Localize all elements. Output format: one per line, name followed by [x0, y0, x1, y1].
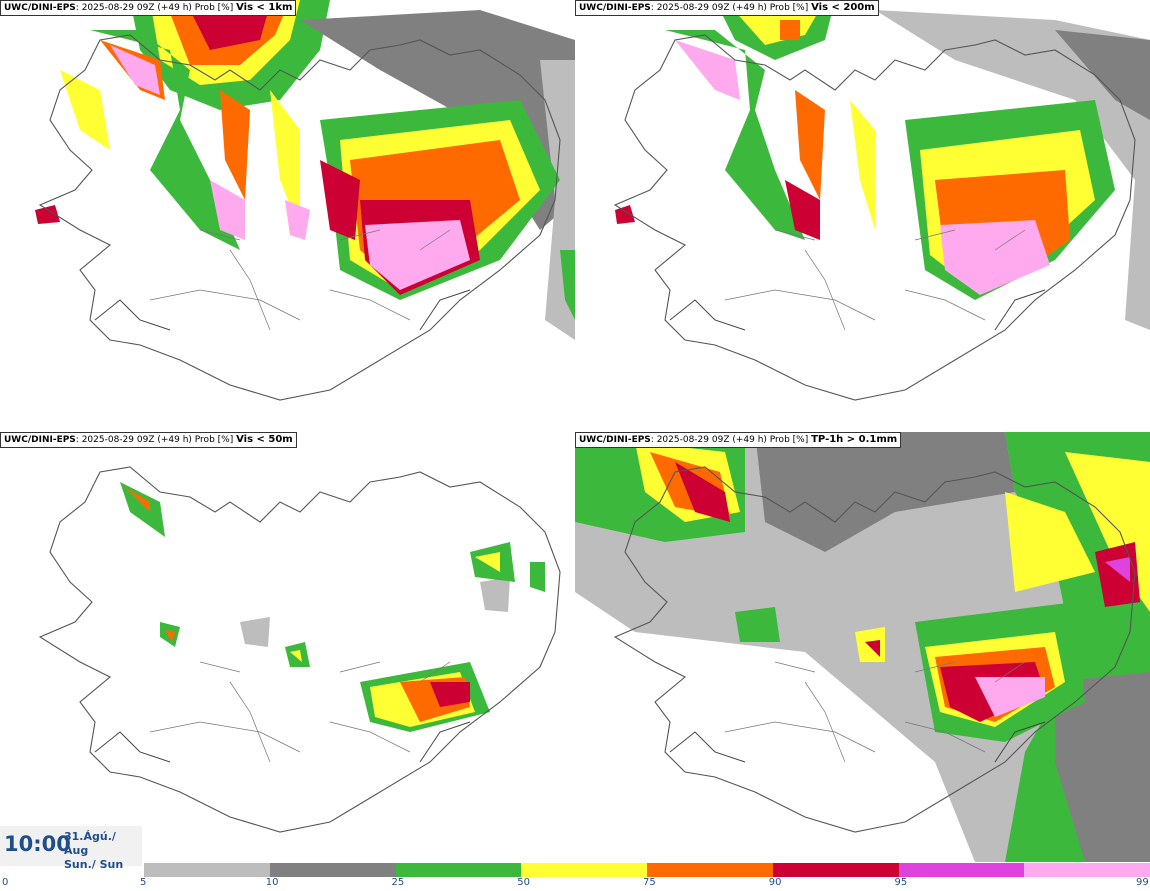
panel-title: UWC/DINI-EPS: 2025-08-29 09Z (+49 h) Pro… [0, 432, 297, 448]
colorbar-tick: 0 [2, 877, 9, 888]
map-panel-precip: UWC/DINI-EPS: 2025-08-29 09Z (+49 h) Pro… [575, 432, 1150, 862]
map-panel-vis-1km: UWC/DINI-EPS: 2025-08-29 09Z (+49 h) Pro… [0, 0, 575, 430]
colorbar-tick: 50 [517, 877, 530, 888]
panel-source: UWC/DINI-EPS [4, 3, 76, 13]
colorbar-segment [772, 863, 899, 877]
colorbar-tick: 25 [391, 877, 405, 888]
colorbar-segment [521, 863, 647, 877]
panel-source: UWC/DINI-EPS [4, 435, 76, 445]
panel-run: 2025-08-29 09Z (+49 h) Prob [%] [656, 3, 809, 13]
map-vis-50m [39, 466, 561, 833]
panel-title: UWC/DINI-EPS: 2025-08-29 09Z (+49 h) Pro… [575, 0, 879, 16]
map-panel-vis-50m: UWC/DINI-EPS: 2025-08-29 09Z (+49 h) Pro… [0, 432, 575, 862]
map-precip [575, 432, 1150, 862]
panel-title: UWC/DINI-EPS: 2025-08-29 09Z (+49 h) Pro… [575, 432, 902, 448]
valid-time: 10:00 [4, 832, 71, 856]
colorbar-tick: 99 [1136, 877, 1149, 888]
panel-run: 2025-08-29 09Z (+49 h) Prob [%] [656, 435, 809, 445]
valid-date: 31.Ágú./ Aug Sun./ Sun [64, 830, 142, 872]
colorbar-tick: 95 [894, 877, 908, 888]
panel-source: UWC/DINI-EPS [579, 435, 651, 445]
valid-time-box: 10:00 31.Ágú./ Aug Sun./ Sun [0, 826, 142, 871]
panel-threshold: Vis < 50m [236, 434, 293, 445]
panel-threshold: Vis < 1km [236, 2, 293, 13]
valid-date-line: 31.Ágú./ Aug [64, 830, 116, 857]
panel-title: UWC/DINI-EPS: 2025-08-29 09Z (+49 h) Pro… [0, 0, 297, 16]
colorbar-tick: 5 [140, 877, 147, 888]
panel-source: UWC/DINI-EPS [579, 3, 651, 13]
colorbar-segment [144, 863, 270, 877]
panel-threshold: Vis < 200m [811, 2, 875, 13]
colorbar-tick: 10 [265, 877, 279, 888]
colorbar-tick: 75 [643, 877, 656, 888]
panel-threshold: TP-1h > 0.1mm [811, 434, 898, 445]
panel-run: 2025-08-29 09Z (+49 h) Prob [%] [81, 3, 234, 13]
map-vis-1km [35, 0, 575, 401]
map-vis-200m [614, 0, 1150, 401]
panel-run: 2025-08-29 09Z (+49 h) Prob [%] [81, 435, 234, 445]
colorbar-segment [269, 863, 396, 877]
colorbar-segment [647, 863, 773, 877]
probability-colorbar [144, 863, 1150, 877]
colorbar-segment [898, 863, 1025, 877]
colorbar-tick: 90 [768, 877, 782, 888]
map-panel-vis-200m: UWC/DINI-EPS: 2025-08-29 09Z (+49 h) Pro… [575, 0, 1150, 430]
colorbar-segment [395, 863, 522, 877]
colorbar-segment [1024, 863, 1150, 877]
valid-day-line: Sun./ Sun [64, 858, 124, 871]
